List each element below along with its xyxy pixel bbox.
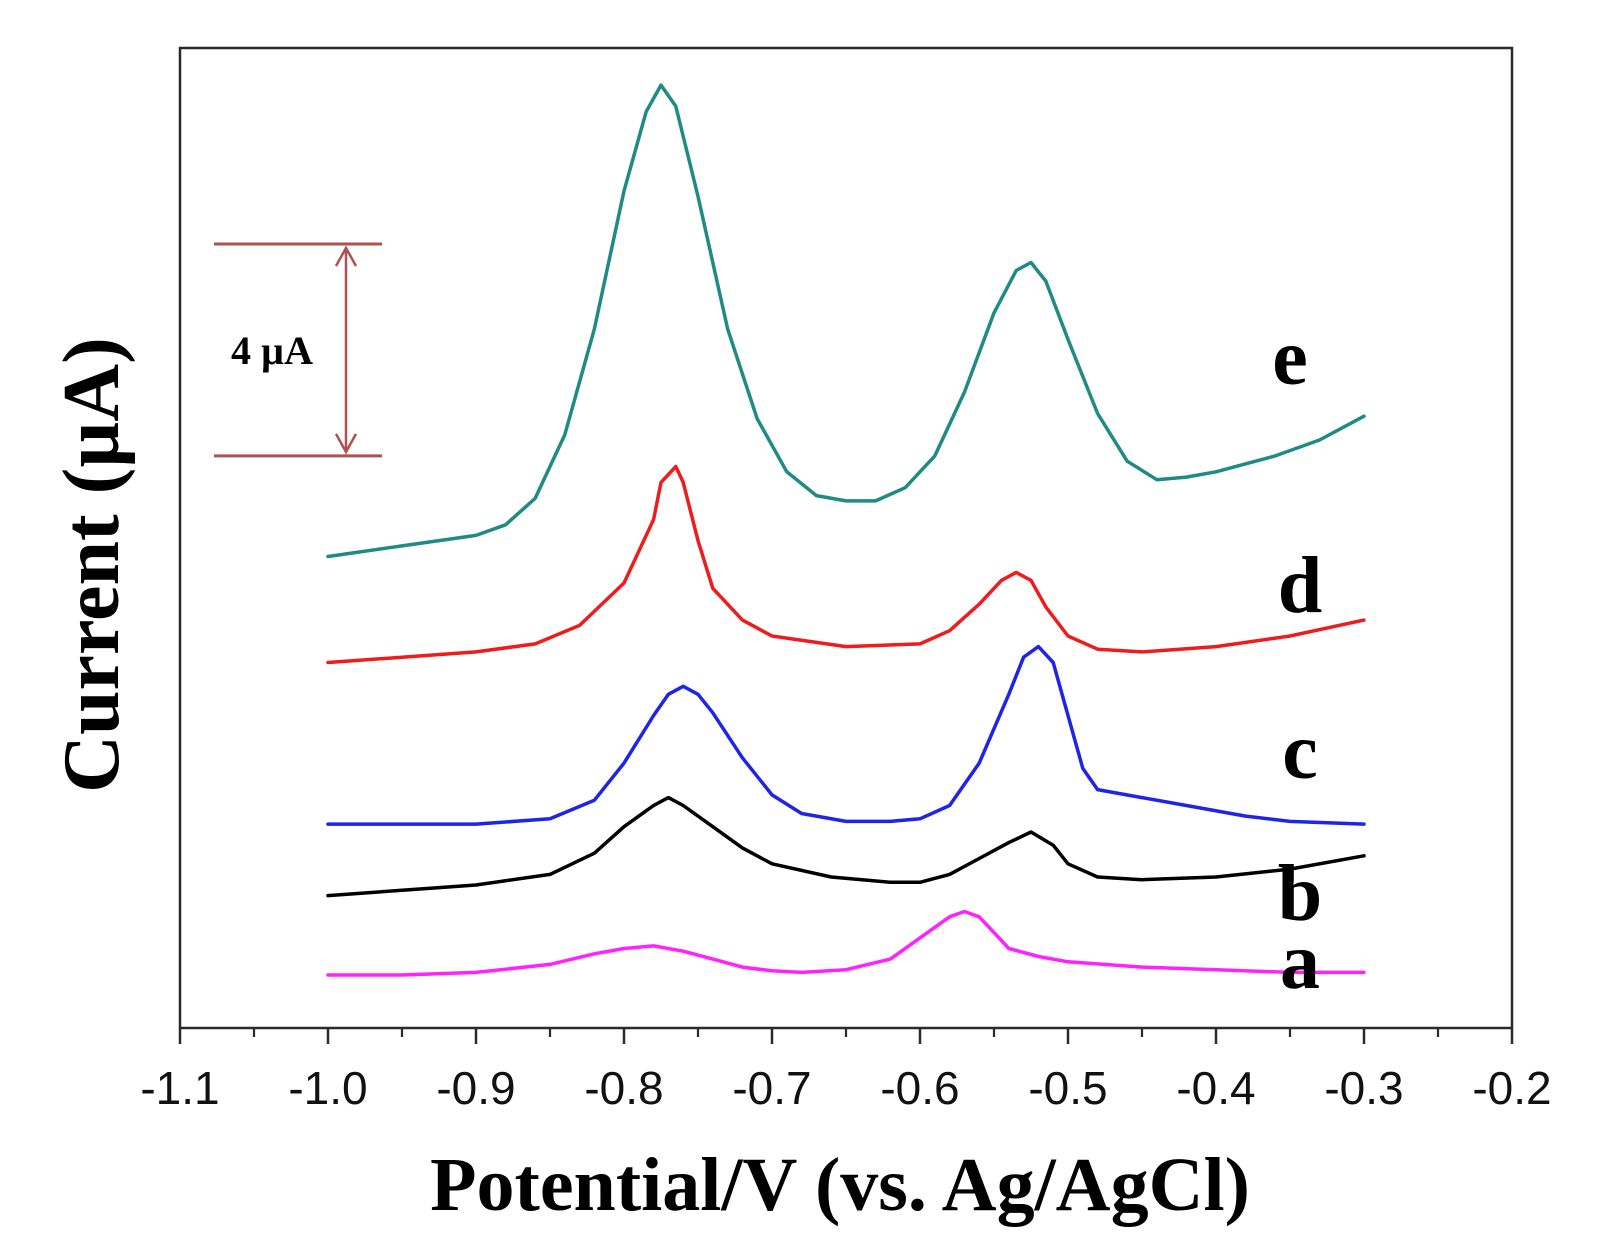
series-line-e bbox=[326, 83, 1366, 559]
x-tick-label: -0.5 bbox=[1028, 1062, 1107, 1114]
series-line-a bbox=[326, 909, 1366, 977]
series-label-e: e bbox=[1272, 314, 1308, 402]
scale-bar-arrow-up bbox=[334, 245, 358, 267]
x-tick-label: -0.3 bbox=[1324, 1062, 1403, 1114]
x-tick-label: -1.0 bbox=[288, 1062, 367, 1114]
series-line-d bbox=[326, 464, 1366, 665]
scale-bar-label: 4 µA bbox=[231, 328, 313, 373]
series-group bbox=[326, 83, 1366, 977]
series-line-b bbox=[326, 795, 1366, 898]
series-label-c: c bbox=[1282, 708, 1318, 796]
scale-bar: 4 µA bbox=[214, 242, 382, 458]
x-tick-label: -0.7 bbox=[732, 1062, 811, 1114]
x-tick-label: -0.6 bbox=[880, 1062, 959, 1114]
plot-frame bbox=[178, 46, 1514, 1030]
x-ticks: -1.1 -1.0 -0.9 -0.8 -0.7 -0.6 -0.5 -0.4 -0.3 -0.2 bbox=[140, 1028, 1552, 1114]
x-tick-label: -1.1 bbox=[140, 1062, 219, 1114]
series-label-b: b bbox=[1278, 850, 1323, 938]
x-tick-label: -0.8 bbox=[584, 1062, 663, 1114]
y-axis-title: Current (µA) bbox=[48, 337, 136, 793]
scale-bar-arrow-down bbox=[334, 433, 358, 455]
series-label-a: a bbox=[1280, 918, 1320, 1006]
x-tick-label: -0.4 bbox=[1176, 1062, 1255, 1114]
x-axis-title: Potential/V (vs. Ag/AgCl) bbox=[430, 1143, 1250, 1227]
series-label-d: d bbox=[1278, 542, 1323, 630]
x-tick-label: -0.9 bbox=[436, 1062, 515, 1114]
x-tick-label: -0.2 bbox=[1472, 1062, 1551, 1114]
series-line-c bbox=[326, 644, 1366, 826]
